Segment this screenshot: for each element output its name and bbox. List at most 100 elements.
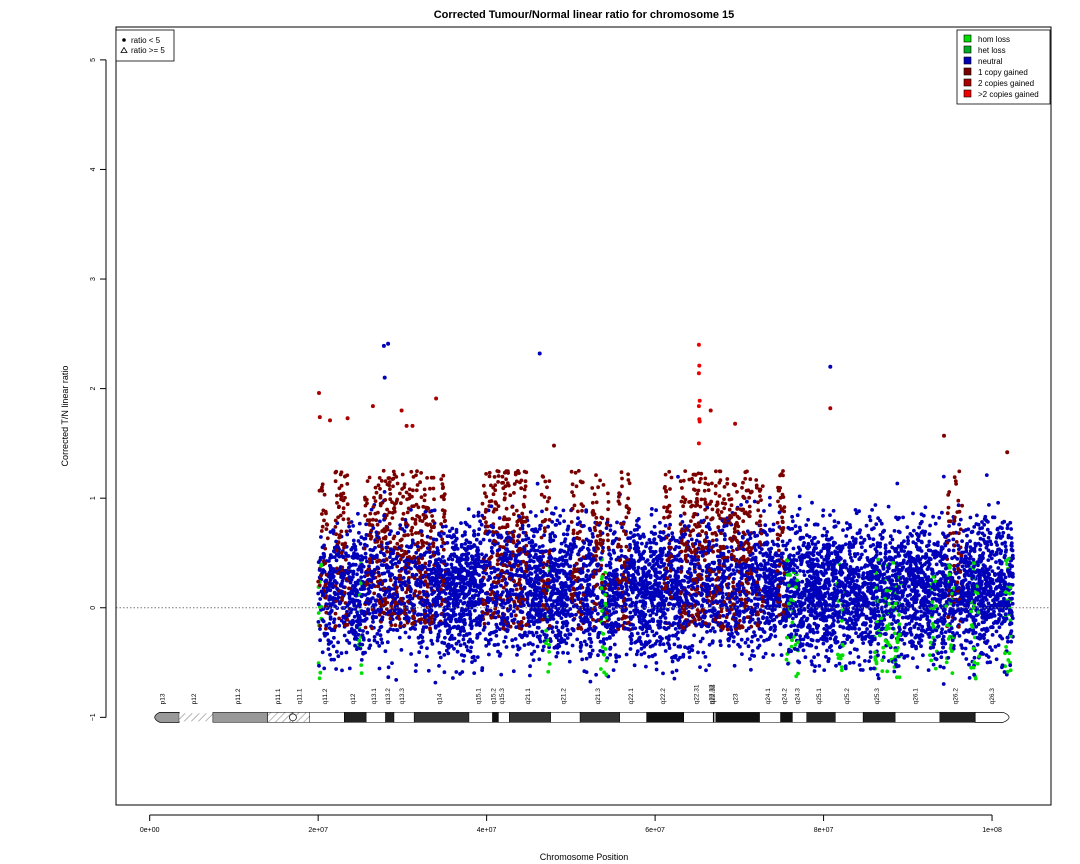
data-point (863, 549, 868, 553)
data-point (593, 528, 598, 533)
data-point (606, 500, 611, 504)
data-point (912, 625, 917, 629)
data-point (636, 559, 641, 563)
data-point (379, 479, 384, 483)
data-point (521, 616, 526, 621)
data-point (994, 629, 999, 634)
data-point (1002, 670, 1007, 674)
data-point (778, 486, 782, 490)
data-point (652, 537, 656, 542)
data-point (892, 529, 897, 533)
data-point (647, 654, 651, 659)
data-point (713, 491, 718, 496)
data-point (725, 477, 730, 481)
data-point (915, 665, 920, 669)
data-point (600, 549, 605, 553)
data-point (487, 499, 492, 504)
data-point (973, 630, 978, 635)
data-point (750, 649, 755, 653)
data-point (972, 525, 977, 529)
data-point (964, 528, 968, 532)
data-point (629, 553, 634, 558)
data-point (478, 519, 482, 524)
data-point (626, 510, 631, 515)
data-point (989, 625, 993, 630)
data-point (320, 482, 325, 487)
data-point (689, 519, 693, 523)
data-point (395, 551, 400, 556)
data-point (987, 554, 992, 558)
data-point (647, 562, 652, 566)
data-point (763, 523, 768, 528)
data-point (746, 581, 750, 586)
data-point (336, 654, 341, 659)
data-point (803, 655, 808, 660)
data-point (373, 545, 377, 550)
data-point (523, 484, 528, 489)
data-point (496, 649, 500, 654)
data-point (739, 597, 744, 602)
data-point (569, 469, 574, 474)
data-point (963, 617, 968, 622)
data-point (528, 510, 533, 514)
data-point (934, 562, 939, 567)
data-point (431, 519, 435, 523)
data-point (957, 547, 961, 552)
data-point (616, 555, 621, 560)
data-point (689, 537, 694, 542)
data-point (1002, 519, 1007, 524)
data-point (495, 552, 500, 556)
data-point (357, 521, 362, 526)
data-point (775, 520, 780, 525)
data-point (658, 520, 662, 525)
data-point (743, 640, 748, 645)
data-point (600, 621, 605, 626)
data-point (722, 506, 727, 511)
data-point (318, 638, 322, 643)
data-point (826, 657, 831, 661)
data-point (562, 549, 567, 554)
data-point (722, 537, 727, 542)
data-point (654, 667, 659, 672)
data-point (729, 503, 734, 508)
data-point (726, 549, 731, 554)
data-point (831, 558, 836, 563)
data-point (663, 523, 668, 528)
data-point (505, 628, 510, 632)
data-point (695, 533, 700, 538)
data-point (956, 498, 961, 503)
data-point (378, 486, 382, 491)
data-point (486, 578, 490, 582)
data-point (492, 475, 497, 479)
data-point (554, 654, 559, 659)
data-point (425, 654, 429, 659)
data-point (439, 544, 444, 549)
data-point (862, 537, 867, 542)
data-point (324, 626, 328, 631)
data-point (540, 509, 544, 514)
data-point (479, 522, 484, 527)
data-point (410, 525, 415, 530)
data-point (790, 519, 795, 524)
data-point (437, 629, 442, 633)
data-point (661, 671, 665, 676)
data-point (319, 535, 323, 539)
data-point (907, 584, 911, 589)
data-point (407, 610, 412, 614)
data-point (345, 638, 349, 643)
data-point (720, 501, 725, 505)
data-point (687, 650, 692, 654)
data-point (700, 636, 705, 641)
data-point (718, 639, 723, 644)
data-point (986, 558, 991, 562)
data-point (565, 636, 570, 640)
data-point (390, 661, 394, 665)
data-point (356, 539, 361, 543)
data-point (673, 627, 678, 631)
data-point (948, 609, 952, 614)
data-point (387, 483, 392, 488)
data-point (983, 577, 988, 582)
data-point (795, 578, 799, 583)
data-point (909, 632, 914, 637)
data-point (592, 548, 597, 552)
